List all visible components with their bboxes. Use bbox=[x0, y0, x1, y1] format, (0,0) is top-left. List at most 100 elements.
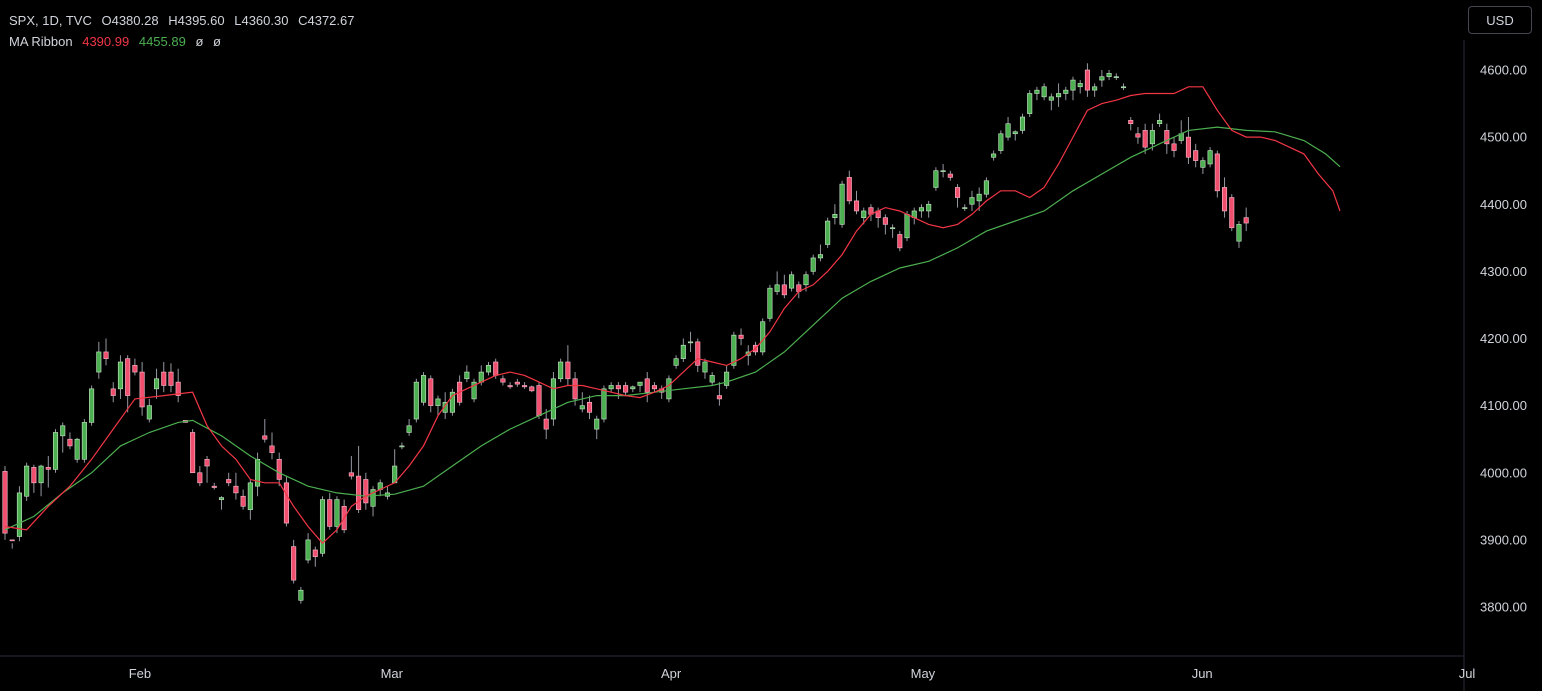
candle-body-up bbox=[117, 361, 123, 390]
candle-body-up bbox=[983, 180, 989, 195]
candle-body-up bbox=[998, 133, 1004, 151]
candle-body-down bbox=[363, 479, 369, 504]
candle-body-up bbox=[298, 589, 304, 601]
candle-body-up bbox=[1207, 150, 1213, 165]
candle-body-down bbox=[1164, 130, 1170, 145]
candle-body-up bbox=[810, 257, 816, 272]
candle-body-up bbox=[96, 351, 102, 373]
candle-body-down bbox=[1135, 133, 1141, 138]
candle bbox=[1120, 83, 1127, 91]
candle-body-down bbox=[853, 200, 860, 212]
price-axis[interactable]: 3800.00 3900.00 4000.00 4100.00 4200.00 4300.… bbox=[1480, 63, 1527, 615]
candle bbox=[428, 375, 434, 413]
candle bbox=[709, 372, 715, 386]
candle bbox=[96, 341, 102, 379]
candle-body-down bbox=[507, 385, 513, 388]
candle-body-down bbox=[190, 432, 196, 474]
ma2-value: 4455.89 bbox=[138, 34, 186, 49]
open-label: O bbox=[101, 13, 112, 28]
price-tick-label: 4100.00 bbox=[1480, 398, 1527, 413]
candle-body-down bbox=[262, 435, 268, 440]
candle-body-down bbox=[103, 351, 109, 359]
candle-body-down bbox=[1185, 136, 1191, 158]
candle-body-down bbox=[168, 371, 174, 386]
candle-body-up bbox=[406, 425, 412, 433]
candle bbox=[262, 419, 268, 443]
candle-body-down bbox=[586, 401, 593, 413]
indicator-legend-row[interactable]: MA Ribbon 4390.99 4455.89 ø ø bbox=[9, 31, 354, 52]
candle-body-up bbox=[1041, 86, 1047, 98]
candle-body-up bbox=[991, 153, 997, 158]
candle-body-down bbox=[529, 386, 535, 392]
currency-button[interactable]: USD bbox=[1468, 6, 1532, 34]
candle bbox=[218, 496, 225, 510]
time-tick-label: May bbox=[911, 666, 936, 681]
candle bbox=[175, 368, 181, 403]
candle bbox=[110, 382, 116, 403]
candle-body-up bbox=[832, 214, 838, 218]
candle-body-down bbox=[1128, 120, 1134, 124]
candle-body-up bbox=[890, 227, 896, 230]
candle-body-up bbox=[550, 378, 556, 420]
candle bbox=[139, 361, 145, 416]
candle-body-down bbox=[1222, 187, 1228, 212]
candle bbox=[1019, 113, 1026, 134]
candle bbox=[31, 464, 37, 493]
candle bbox=[1027, 90, 1033, 117]
candle bbox=[1171, 137, 1177, 158]
candle bbox=[240, 489, 246, 510]
candle bbox=[536, 382, 542, 420]
candle bbox=[457, 375, 463, 406]
candle-body-up bbox=[255, 459, 261, 487]
candle-body-up bbox=[1077, 83, 1083, 88]
candle bbox=[413, 378, 419, 423]
candle bbox=[449, 388, 455, 416]
candle bbox=[911, 207, 917, 225]
candle bbox=[1056, 83, 1062, 107]
candle bbox=[695, 338, 701, 373]
candle-body-down bbox=[954, 187, 961, 198]
symbol-label[interactable]: SPX, 1D, TVC bbox=[9, 13, 92, 28]
candle bbox=[1063, 86, 1069, 101]
candle bbox=[319, 496, 326, 557]
candle bbox=[190, 429, 196, 474]
candle bbox=[103, 338, 109, 366]
candle bbox=[1236, 221, 1242, 248]
candle-body-down bbox=[738, 334, 744, 339]
candle-body-up bbox=[1113, 76, 1119, 79]
candle bbox=[9, 539, 15, 549]
candle bbox=[651, 382, 657, 393]
candle-body-up bbox=[1034, 89, 1040, 94]
candle bbox=[817, 244, 823, 262]
candle bbox=[890, 224, 896, 238]
candle-body-up bbox=[319, 499, 326, 554]
candle-body-up bbox=[81, 422, 87, 460]
candle bbox=[1178, 120, 1184, 144]
candle-body-down bbox=[226, 479, 232, 484]
symbol-legend-row[interactable]: SPX, 1D, TVC O4380.28 H4395.60 L4360.30 … bbox=[9, 10, 354, 31]
candle bbox=[615, 382, 621, 399]
candle-body-down bbox=[161, 371, 167, 386]
candle-body-down bbox=[2, 471, 8, 534]
candle bbox=[1048, 93, 1054, 111]
candle-body-up bbox=[52, 432, 59, 470]
candle-body-up bbox=[413, 381, 419, 420]
open-value: 4380.28 bbox=[111, 13, 159, 28]
candle bbox=[211, 482, 217, 490]
candle-body-up bbox=[673, 358, 679, 366]
candle-body-down bbox=[283, 482, 289, 524]
candle-body-up bbox=[666, 378, 672, 400]
candle-body-down bbox=[947, 173, 953, 178]
indicator-label[interactable]: MA Ribbon bbox=[9, 34, 73, 49]
candle bbox=[1243, 207, 1249, 232]
candle bbox=[969, 190, 975, 211]
candle-body-down bbox=[175, 381, 181, 396]
ma-ribbon-layer bbox=[4, 86, 1341, 545]
candle bbox=[644, 372, 650, 403]
candle bbox=[117, 355, 123, 399]
price-tick-label: 3800.00 bbox=[1480, 600, 1527, 615]
candle bbox=[897, 231, 903, 252]
candle-body-down bbox=[348, 472, 354, 477]
time-axis[interactable]: FebMarAprMayJunJulAugSep bbox=[129, 666, 1542, 681]
